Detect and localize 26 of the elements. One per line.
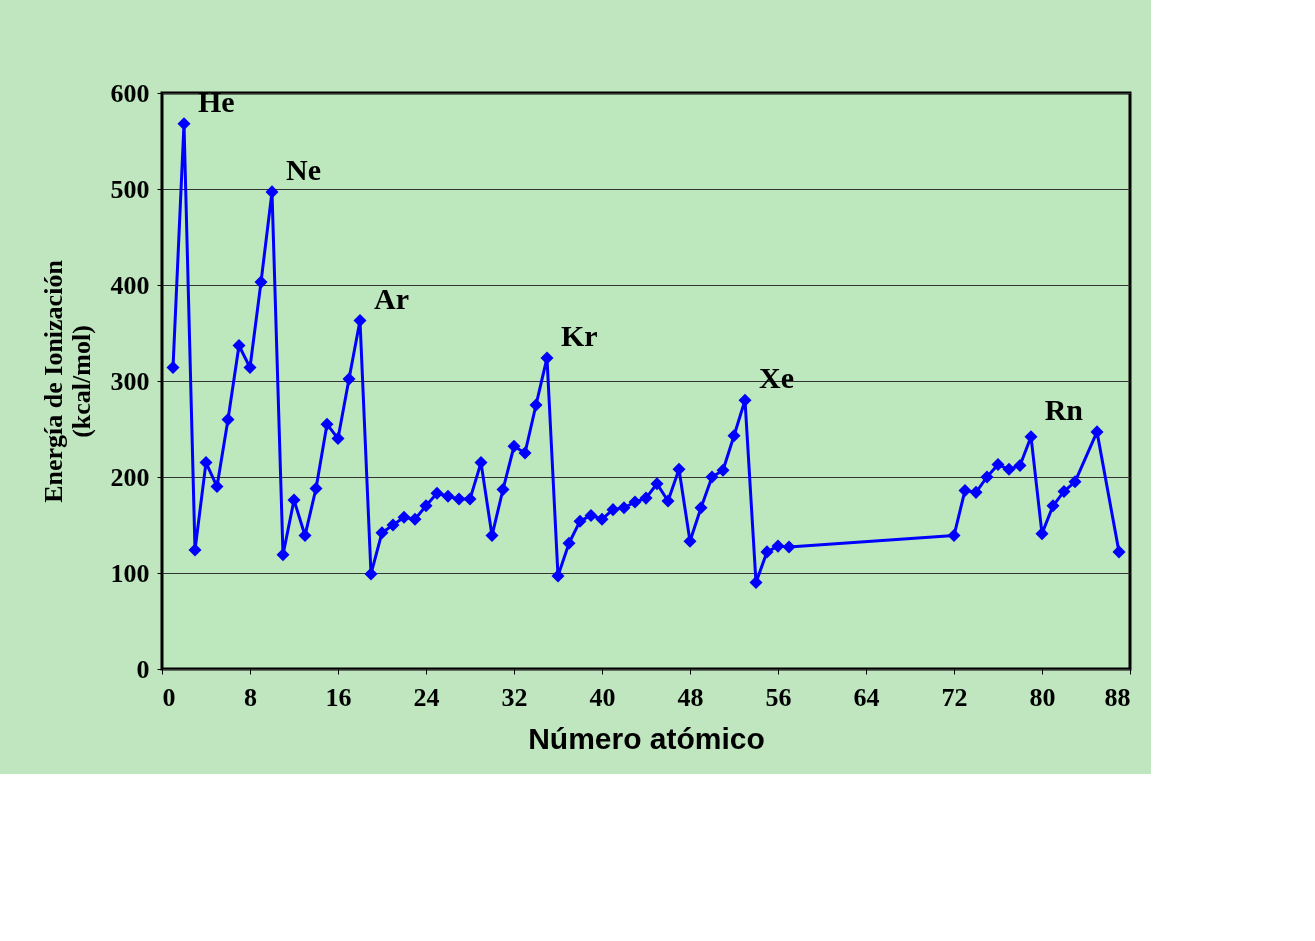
annotation: He <box>198 84 235 118</box>
x-tick-label: 80 <box>1029 682 1056 712</box>
x-tick-label: 8 <box>244 682 257 712</box>
x-tick-label: 72 <box>941 682 968 712</box>
annotation: Rn <box>1044 392 1084 426</box>
x-tick-label: 48 <box>677 682 704 712</box>
annotation: Ar <box>374 281 409 315</box>
y-axis-title: Energía de Ionización (kcal/mol) <box>38 259 96 503</box>
annotation: Kr <box>561 318 598 352</box>
x-tick-label: 88 <box>1104 682 1131 712</box>
x-axis-title: Número atómico <box>528 721 765 755</box>
x-tick-label: 64 <box>853 682 880 712</box>
x-tick-label: 40 <box>589 682 616 712</box>
annotation: Ne <box>286 152 321 186</box>
y-tick-label: 200 <box>110 462 150 492</box>
x-tick-label: 24 <box>413 682 440 712</box>
x-tick-label: 16 <box>325 682 352 712</box>
y-tick-label: 100 <box>110 558 150 588</box>
y-tick-label: 500 <box>110 174 150 204</box>
x-tick-label: 0 <box>162 682 176 712</box>
x-tick-label: 56 <box>765 682 792 712</box>
y-tick-label: 300 <box>110 366 150 396</box>
x-tick-label: 32 <box>501 682 528 712</box>
y-tick-label: 0 <box>136 654 150 684</box>
y-tick-label: 600 <box>110 78 150 108</box>
y-tick-label: 400 <box>110 270 150 300</box>
